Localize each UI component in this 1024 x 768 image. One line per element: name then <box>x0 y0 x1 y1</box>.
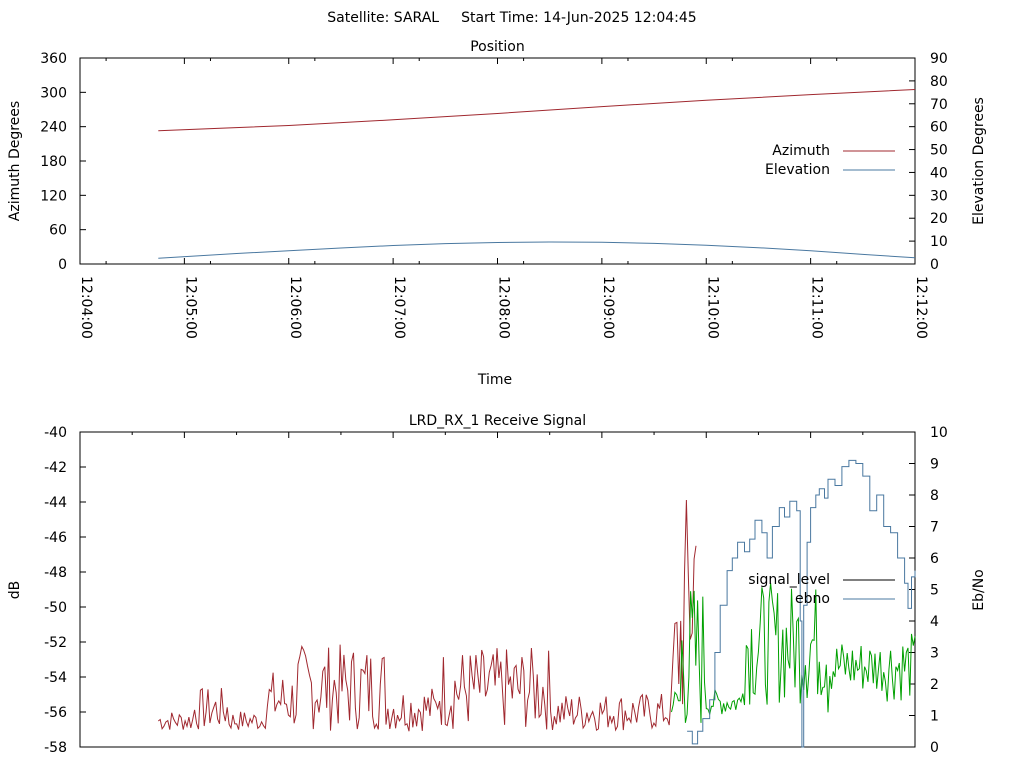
y-tick-label: 60 <box>49 223 67 239</box>
y-tick-label: -50 <box>44 600 67 616</box>
y-axis-label: Azimuth Degrees <box>7 101 23 221</box>
plot-frame <box>79 57 916 265</box>
position-chart: Position 0 60 120 180 240 300 360 0 10 20 30 40 50 60 7… <box>7 39 987 388</box>
x-tick-label: 12:05:00 <box>182 276 198 339</box>
x-tick-label: 12:09:00 <box>600 276 616 339</box>
y2-tick-label: 5 <box>930 583 939 599</box>
y2-axis-label: Elevation Degrees <box>971 97 987 225</box>
y2-tick-label: 50 <box>930 143 948 159</box>
y2-tick-label: 2 <box>930 677 939 693</box>
x-tick-label: 12:08:00 <box>496 276 512 339</box>
y-tick-label: -54 <box>44 670 67 686</box>
chart-title: LRD_RX_1 Receive Signal <box>409 413 586 429</box>
x-tick-label: 12:07:00 <box>391 276 407 339</box>
y-tick-label: -46 <box>44 530 67 546</box>
y2-tick-label: 8 <box>930 488 939 504</box>
satellite-label: Satellite: SARAL <box>327 10 439 26</box>
y2-tick-label: 3 <box>930 646 939 662</box>
y2-tick-label: 1 <box>930 709 939 725</box>
legend-label-signal-level: signal_level <box>748 572 830 588</box>
y-tick-label: -42 <box>44 460 67 476</box>
y2-tick-label: 70 <box>930 97 948 113</box>
y-tick-label: -44 <box>44 495 67 511</box>
y2-tick-label: 0 <box>930 257 939 273</box>
x-axis-label: Time <box>477 372 512 388</box>
y2-tick-label: 10 <box>930 234 948 250</box>
x-tick-label: 12:11:00 <box>809 276 825 339</box>
x-tick-label: 12:04:00 <box>78 276 94 339</box>
y-tick-label: 240 <box>40 120 67 136</box>
y2-tick-label: 80 <box>930 74 948 90</box>
y2-tick-label: 7 <box>930 520 939 536</box>
x-tick-label: 12:06:00 <box>287 276 303 339</box>
y-tick-label: -58 <box>44 740 67 756</box>
y2-tick-label: 9 <box>930 457 939 473</box>
y-tick-label: 300 <box>40 85 67 101</box>
y-axis-label: dB <box>7 581 23 600</box>
series-line-signal-red <box>157 499 697 732</box>
y2-tick-label: 6 <box>930 551 939 567</box>
series-line-azimuth <box>158 89 916 132</box>
chart-title: Position <box>470 39 525 55</box>
legend-label-azimuth: Azimuth <box>772 143 830 159</box>
y2-axis-label: Eb/No <box>971 569 987 611</box>
y2-tick-label: 60 <box>930 120 948 136</box>
chart-header: Satellite: SARAL Start Time: 14-Jun-2025 … <box>327 10 696 26</box>
y2-tick-label: 0 <box>930 740 939 756</box>
plot-frame <box>79 431 916 748</box>
series-line-ebno <box>687 459 916 748</box>
y-tick-label: 120 <box>40 188 67 204</box>
x-tick-label: 12:10:00 <box>704 276 720 339</box>
y-tick-label: 360 <box>40 51 67 67</box>
y-tick-label: -52 <box>44 635 67 651</box>
y2-tick-label: 30 <box>930 188 948 204</box>
legend-label-elevation: Elevation <box>765 162 830 178</box>
y-tick-label: 0 <box>58 257 67 273</box>
y-tick-label: 180 <box>40 154 67 170</box>
y2-tick-label: 40 <box>930 165 948 181</box>
y2-tick-label: 10 <box>930 425 948 441</box>
series-line-elevation <box>158 241 916 259</box>
y2-tick-label: 90 <box>930 51 948 67</box>
y-tick-label: -40 <box>44 425 67 441</box>
receive-signal-chart: LRD_RX_1 Receive Signal -58 -56 -54 -52 -50 -4… <box>7 413 987 756</box>
x-tick-label: 12:12:00 <box>913 276 929 339</box>
y-tick-label: -56 <box>44 705 67 721</box>
y2-tick-label: 20 <box>930 211 948 227</box>
series-line-signal-green <box>671 583 916 723</box>
y2-tick-label: 4 <box>930 614 939 630</box>
y-tick-label: -48 <box>44 565 67 581</box>
start-time-label: Start Time: 14-Jun-2025 12:04:45 <box>461 10 697 26</box>
legend-label-ebno: ebno <box>795 591 830 607</box>
